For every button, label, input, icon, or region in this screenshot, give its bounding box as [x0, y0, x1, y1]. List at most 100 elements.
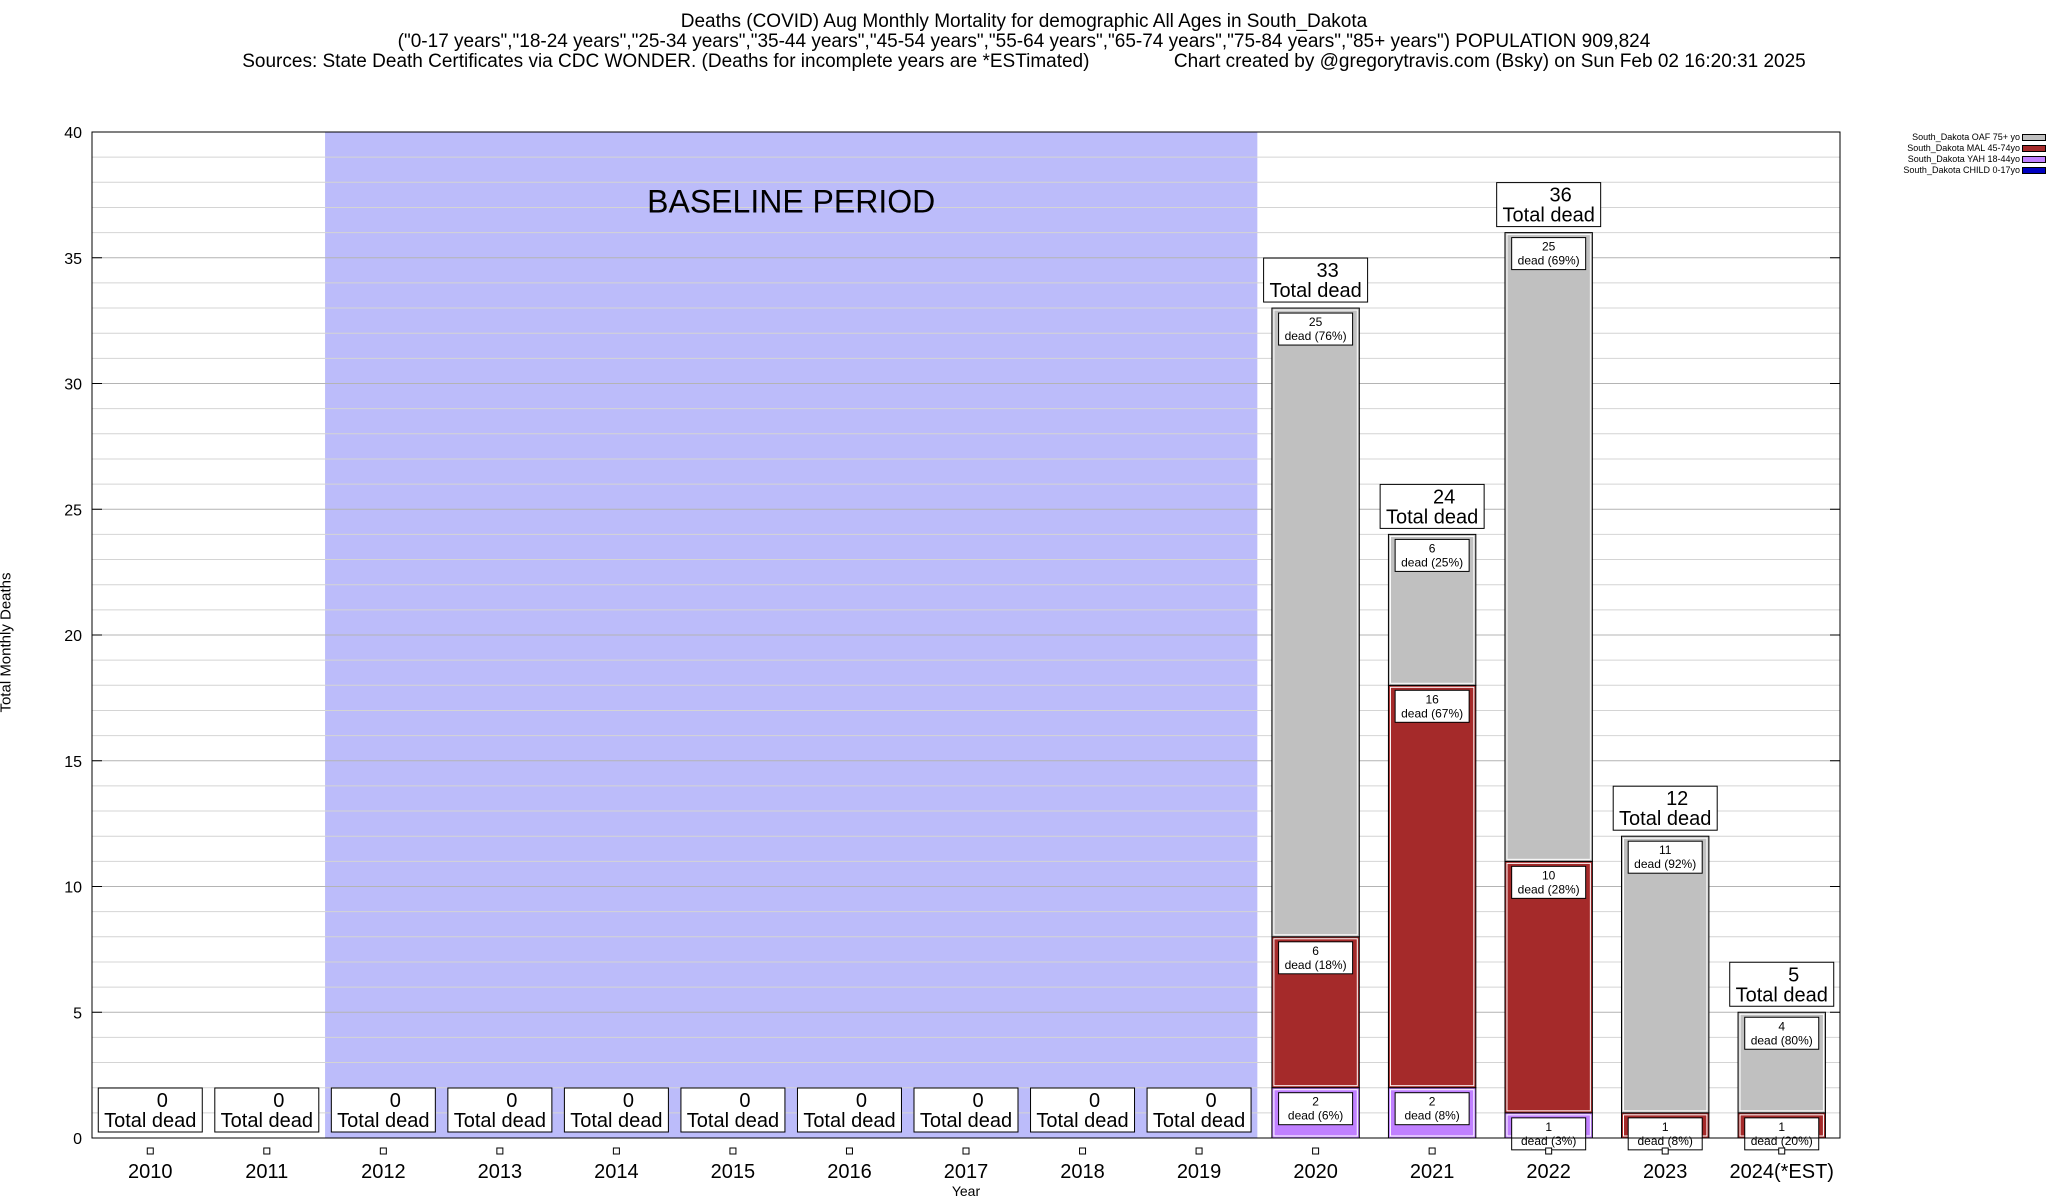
- x-tick-label: 2015: [711, 1161, 756, 1183]
- x-tick-label: 2019: [1177, 1161, 1222, 1183]
- y-tick-label: 30: [64, 377, 82, 394]
- segment-label-count: 11: [1659, 843, 1672, 857]
- legend-swatch: [2022, 145, 2046, 152]
- segment-label-count: 25: [1309, 315, 1323, 329]
- x-tick-label: 2010: [128, 1161, 173, 1183]
- total-label-text: Total dead: [1269, 280, 1361, 302]
- total-label-box: [680, 1087, 786, 1133]
- segment-label-percent: dead (25%): [1401, 555, 1463, 569]
- total-label-box: [1263, 257, 1369, 303]
- y-axis-label: Total Monthly Deaths: [0, 572, 15, 713]
- bar-segment: [1621, 835, 1710, 1114]
- category-marker: [845, 1147, 853, 1155]
- segment-label-count: 6: [1312, 944, 1319, 958]
- y-tick-label: 35: [64, 251, 82, 268]
- total-label-text: Total dead: [104, 1110, 196, 1132]
- segment-label-percent: dead (6%): [1288, 1109, 1343, 1123]
- total-label-value: 0: [856, 1090, 867, 1112]
- segment-label-percent: dead (28%): [1518, 882, 1580, 896]
- legend-swatch: [2022, 156, 2046, 163]
- category-marker: [1661, 1147, 1669, 1155]
- bar-segment: [1387, 684, 1477, 1089]
- segment-label-count: 2: [1429, 1095, 1436, 1109]
- category-marker: [729, 1147, 737, 1155]
- segment-label-percent: dead (80%): [1751, 1033, 1813, 1047]
- total-label-box: [447, 1087, 553, 1133]
- plot-border: [91, 131, 1841, 1139]
- segment-label-box: [1278, 941, 1354, 975]
- total-label-box: [1729, 961, 1835, 1007]
- y-tick-label: 10: [64, 880, 82, 897]
- y-tick-label: 20: [64, 628, 82, 645]
- total-label-text: Total dead: [1386, 506, 1478, 528]
- y-tick-label: 0: [73, 1131, 82, 1148]
- category-marker: [1195, 1147, 1203, 1155]
- segment-label-percent: dead (69%): [1518, 254, 1580, 268]
- legend-label: South_Dakota YAH 18-44yo: [1907, 154, 2020, 164]
- total-label-value: 0: [739, 1090, 750, 1112]
- segment-label-box: [1394, 689, 1470, 723]
- x-tick-label: 2012: [361, 1161, 406, 1183]
- total-label-value: 0: [972, 1090, 983, 1112]
- category-marker: [962, 1147, 970, 1155]
- bar-segment: [1271, 307, 1360, 938]
- chart-legend: South_Dakota OAF 75+ yo South_Dakota MAL…: [1868, 132, 2046, 176]
- legend-item: South_Dakota MAL 45-74yo: [1868, 143, 2046, 154]
- total-label-text: Total dead: [337, 1110, 429, 1132]
- segment-label-count: 6: [1429, 541, 1436, 555]
- legend-item: South_Dakota OAF 75+ yo: [1868, 132, 2046, 143]
- total-label-box: [563, 1087, 669, 1133]
- segment-label-count: 16: [1425, 692, 1439, 706]
- segment-label-count: 1: [1778, 1120, 1785, 1134]
- segment-label-box: [1278, 1092, 1354, 1126]
- chart-title-line-3: Sources: State Death Certificates via CD…: [242, 51, 1806, 72]
- x-tick-label: 2021: [1410, 1161, 1455, 1183]
- total-label-value: 12: [1666, 788, 1688, 810]
- total-label-text: Total dead: [1736, 984, 1828, 1006]
- segment-label-percent: dead (76%): [1285, 329, 1347, 343]
- legend-label: South_Dakota CHILD 0-17yo: [1903, 165, 2020, 175]
- x-tick-label: 2011: [245, 1161, 288, 1183]
- total-label-value: 0: [1089, 1090, 1100, 1112]
- segment-label-box: [1744, 1016, 1820, 1050]
- x-tick-label: 2024(*EST): [1729, 1161, 1834, 1183]
- legend-item: South_Dakota YAH 18-44yo: [1868, 154, 2046, 165]
- legend-swatch: [2022, 134, 2046, 141]
- total-label-value: 0: [157, 1090, 168, 1112]
- total-label-value: 0: [1206, 1090, 1217, 1112]
- total-label-box: [330, 1087, 436, 1133]
- total-label-text: Total dead: [1036, 1110, 1128, 1132]
- bar-segment-inner: [1506, 862, 1591, 1112]
- y-tick-label: 15: [64, 754, 82, 771]
- segment-label-count: 1: [1662, 1120, 1669, 1134]
- category-marker: [1778, 1147, 1786, 1155]
- segment-label-box: [1511, 865, 1587, 899]
- category-marker: [496, 1147, 504, 1155]
- bar-segment-inner: [1389, 535, 1475, 684]
- category-marker: [263, 1147, 271, 1155]
- bar-segment-inner: [1506, 234, 1591, 860]
- total-label-text: Total dead: [221, 1110, 313, 1132]
- segment-label-count: 25: [1542, 240, 1556, 254]
- bar-segment-inner: [1273, 1089, 1358, 1137]
- segment-label-count: 4: [1778, 1019, 1785, 1033]
- chart-title-line-1: Deaths (COVID) Aug Monthly Mortality for…: [680, 11, 1368, 32]
- segment-label-box: [1511, 237, 1587, 271]
- segment-label-count: 1: [1545, 1120, 1552, 1134]
- segment-label-box: [1627, 840, 1703, 874]
- category-marker: [1428, 1147, 1436, 1155]
- bar-segment-inner: [1389, 1089, 1475, 1137]
- legend-item: South_Dakota CHILD 0-17yo: [1868, 165, 2046, 176]
- total-label-box: [1379, 483, 1485, 529]
- bar-segment-inner: [1623, 837, 1708, 1112]
- category-marker: [1545, 1147, 1553, 1155]
- segment-label-percent: dead (67%): [1401, 706, 1463, 720]
- segment-label-percent: dead (20%): [1751, 1134, 1813, 1148]
- total-label-text: Total dead: [1153, 1110, 1245, 1132]
- chart-title-line-2: ("0-17 years","18-24 years","25-34 years…: [397, 31, 1651, 52]
- total-label-text: Total dead: [454, 1110, 546, 1132]
- x-tick-label: 2017: [944, 1161, 989, 1183]
- segment-label-percent: dead (8%): [1404, 1109, 1459, 1123]
- total-label-value: 36: [1550, 185, 1572, 207]
